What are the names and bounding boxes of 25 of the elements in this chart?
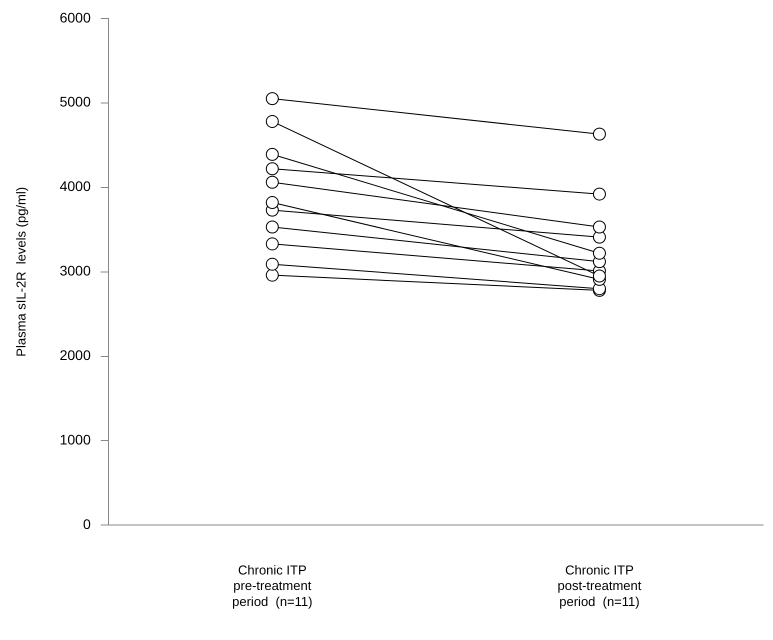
y-tick-label: 5000 bbox=[60, 94, 91, 110]
point bbox=[266, 237, 279, 250]
y-tick-label: 4000 bbox=[60, 178, 91, 194]
point bbox=[266, 220, 279, 234]
y-tick-label: 6000 bbox=[60, 9, 91, 26]
y-tick-label: 0 bbox=[82, 516, 91, 532]
y-tick-label: 1000 bbox=[60, 432, 91, 448]
point bbox=[592, 246, 606, 260]
point bbox=[266, 162, 279, 176]
point bbox=[266, 176, 279, 189]
point bbox=[592, 270, 606, 283]
y-axis-title: Plasma sIL-2R levels (pg/ml) bbox=[13, 186, 28, 357]
point bbox=[266, 92, 279, 106]
point bbox=[592, 220, 606, 234]
point bbox=[266, 258, 279, 271]
point bbox=[266, 114, 279, 128]
y-tick-label: 3000 bbox=[60, 262, 91, 279]
point bbox=[266, 268, 279, 282]
x-tick-label: Chronic ITP post-treatment period (n=11) bbox=[558, 562, 642, 609]
point bbox=[592, 188, 606, 201]
y-tick-label: 2000 bbox=[60, 347, 91, 364]
point bbox=[266, 148, 279, 161]
point bbox=[266, 196, 279, 210]
point bbox=[592, 128, 606, 141]
x-tick-label: Chronic ITP pre-treatment period (n=11) bbox=[232, 562, 312, 609]
